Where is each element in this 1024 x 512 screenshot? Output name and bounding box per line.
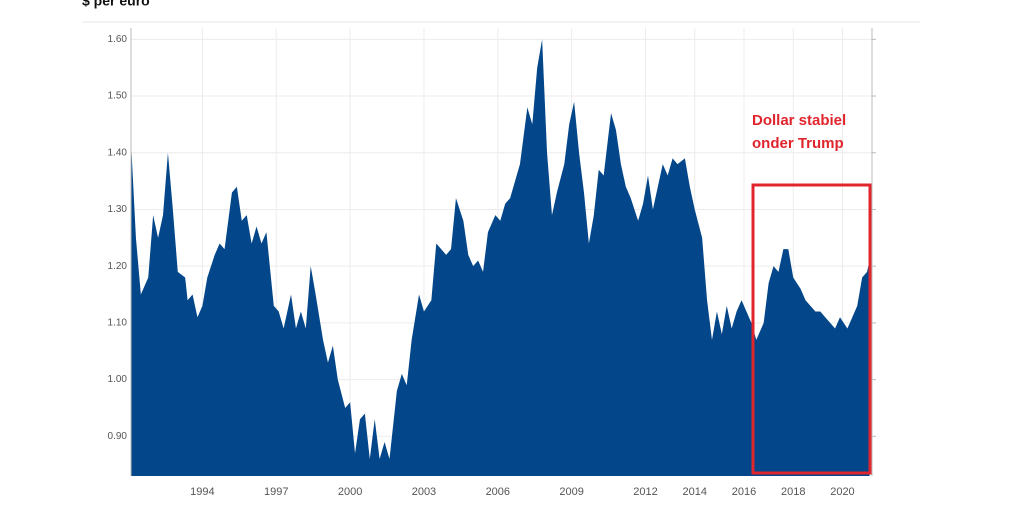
annotation: Dollar stabiel onder Trump <box>752 112 846 152</box>
annotation-text: Dollar stabiel <box>752 112 846 129</box>
x-tick-label: 2006 <box>486 486 510 498</box>
x-tick-label: 1994 <box>190 486 214 498</box>
highlight-box <box>751 183 872 475</box>
y-tick-label: 1.50 <box>108 91 128 102</box>
area <box>131 39 870 477</box>
x-tick-label: 2016 <box>732 486 756 498</box>
axes: 0.90 1.00 1.10 1.20 1.30 1.40 1.50 1.60 1994 1997… <box>108 28 876 498</box>
y-tick-label: 1.40 <box>108 147 128 158</box>
annotation-text: onder Trump <box>752 135 844 152</box>
y-tick-label: 1.30 <box>108 204 128 215</box>
chart-title: $ per euro <box>82 0 150 9</box>
y-tick-label: 1.00 <box>108 374 128 385</box>
x-tick-label: 1997 <box>264 486 288 498</box>
x-tick-label: 2012 <box>633 486 657 498</box>
x-tick-label: 2003 <box>412 486 436 498</box>
plot <box>131 39 870 477</box>
y-tick-label: 1.20 <box>108 261 128 272</box>
x-tick-label: 2020 <box>830 486 854 498</box>
x-tick-label: 2018 <box>781 486 805 498</box>
x-tick-label: 2014 <box>683 486 707 498</box>
x-tick-label: 2000 <box>338 486 362 498</box>
y-tick-label: 1.10 <box>108 318 128 329</box>
y-tick-label: 0.90 <box>108 431 128 442</box>
y-tick-label: 1.60 <box>108 34 128 45</box>
x-tick-label: 2009 <box>559 486 583 498</box>
